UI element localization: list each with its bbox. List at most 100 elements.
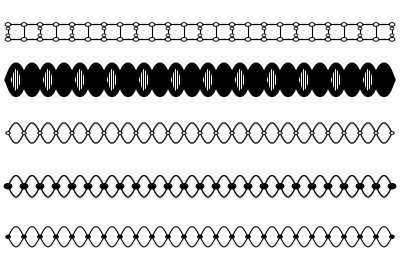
Polygon shape (360, 66, 376, 94)
Circle shape (213, 23, 219, 26)
Circle shape (133, 38, 139, 41)
Circle shape (358, 132, 362, 134)
Circle shape (182, 132, 186, 134)
Circle shape (213, 38, 219, 41)
Circle shape (116, 184, 124, 189)
Circle shape (37, 38, 43, 41)
Circle shape (244, 184, 252, 189)
Circle shape (198, 27, 202, 30)
Circle shape (150, 132, 154, 134)
Circle shape (118, 235, 122, 238)
Circle shape (341, 23, 347, 26)
Circle shape (342, 235, 346, 238)
Circle shape (54, 235, 58, 238)
Polygon shape (152, 66, 168, 94)
Circle shape (132, 184, 140, 189)
Circle shape (133, 23, 139, 26)
Circle shape (260, 184, 268, 189)
Circle shape (118, 235, 122, 238)
Circle shape (6, 235, 10, 238)
Circle shape (294, 132, 298, 134)
Circle shape (325, 23, 331, 26)
Circle shape (22, 132, 26, 134)
Circle shape (197, 38, 203, 41)
Circle shape (341, 38, 347, 41)
Circle shape (70, 27, 74, 30)
Circle shape (85, 23, 91, 26)
Circle shape (230, 27, 234, 30)
Polygon shape (56, 66, 72, 94)
Circle shape (292, 184, 300, 189)
Circle shape (38, 34, 42, 37)
Circle shape (374, 235, 378, 238)
Circle shape (6, 34, 10, 37)
Circle shape (390, 27, 394, 30)
Circle shape (357, 23, 363, 26)
Circle shape (230, 132, 234, 134)
Circle shape (101, 23, 107, 26)
Circle shape (277, 23, 283, 26)
Circle shape (68, 184, 76, 189)
Circle shape (229, 23, 235, 26)
Circle shape (310, 235, 314, 238)
Circle shape (230, 235, 234, 238)
Circle shape (278, 235, 282, 238)
Circle shape (308, 184, 316, 189)
Circle shape (21, 38, 27, 41)
Circle shape (52, 184, 60, 189)
Polygon shape (312, 66, 328, 94)
Circle shape (182, 235, 186, 238)
Circle shape (116, 184, 124, 189)
Polygon shape (232, 66, 248, 94)
Circle shape (212, 184, 220, 189)
Circle shape (196, 184, 204, 189)
Circle shape (372, 184, 380, 189)
Circle shape (102, 27, 106, 30)
Circle shape (262, 34, 266, 37)
Polygon shape (40, 66, 56, 94)
Circle shape (102, 235, 106, 238)
Circle shape (294, 34, 298, 37)
Polygon shape (264, 66, 280, 94)
Circle shape (198, 34, 202, 37)
Circle shape (53, 38, 59, 41)
Circle shape (358, 132, 362, 134)
Circle shape (22, 235, 26, 238)
Circle shape (357, 38, 363, 41)
Circle shape (390, 132, 394, 134)
Circle shape (246, 235, 250, 238)
Circle shape (390, 235, 394, 238)
Circle shape (166, 235, 170, 238)
Circle shape (69, 23, 75, 26)
Circle shape (52, 184, 60, 189)
Circle shape (262, 27, 266, 30)
Circle shape (132, 184, 140, 189)
Circle shape (197, 23, 203, 26)
Circle shape (326, 235, 330, 238)
Circle shape (102, 235, 106, 238)
Circle shape (22, 132, 26, 134)
Polygon shape (8, 66, 24, 94)
Circle shape (262, 235, 266, 238)
Circle shape (5, 23, 11, 26)
Circle shape (180, 184, 188, 189)
Circle shape (356, 184, 364, 189)
Circle shape (70, 132, 74, 134)
Circle shape (86, 235, 90, 238)
Circle shape (358, 235, 362, 238)
Circle shape (117, 38, 123, 41)
Circle shape (36, 184, 44, 189)
Polygon shape (136, 66, 152, 94)
Circle shape (198, 132, 202, 134)
Circle shape (388, 184, 396, 189)
Circle shape (230, 34, 234, 37)
Circle shape (165, 38, 171, 41)
Circle shape (54, 132, 58, 134)
Circle shape (164, 184, 172, 189)
Circle shape (326, 132, 330, 134)
Circle shape (326, 132, 330, 134)
Circle shape (261, 23, 267, 26)
Circle shape (134, 132, 138, 134)
Circle shape (118, 132, 122, 134)
Circle shape (309, 38, 315, 41)
